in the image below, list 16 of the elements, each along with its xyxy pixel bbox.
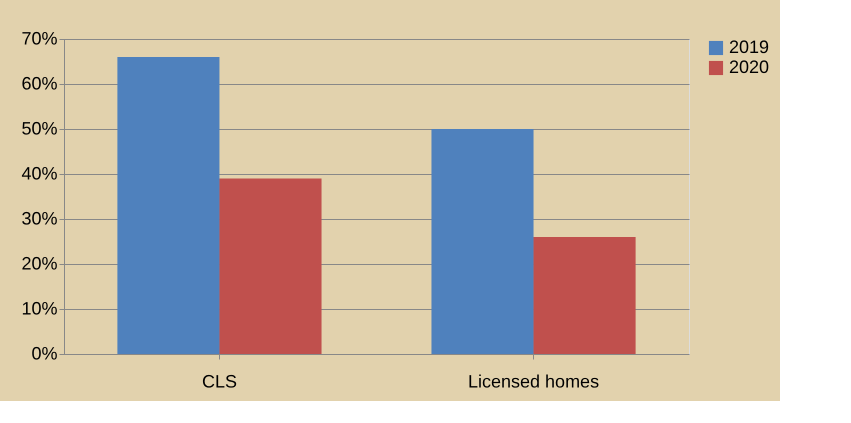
y-tick-label: 30% [21,208,58,228]
bar [117,57,220,354]
y-tick-label: 40% [21,164,58,184]
legend-label: 2020 [729,57,770,77]
y-tick-label: 20% [21,254,58,274]
legend-label: 2019 [729,37,770,57]
x-tick-label: CLS [202,372,237,392]
bar [431,129,534,354]
y-tick-label: 60% [21,74,58,94]
y-tick-label: 10% [21,298,58,318]
y-tick-label: 70% [21,28,58,48]
bar [219,178,322,354]
y-tick-label: 50% [21,118,58,138]
bar [534,237,636,354]
x-tick-label: Licensed homes [468,372,600,392]
y-tick-label: 0% [31,344,58,364]
